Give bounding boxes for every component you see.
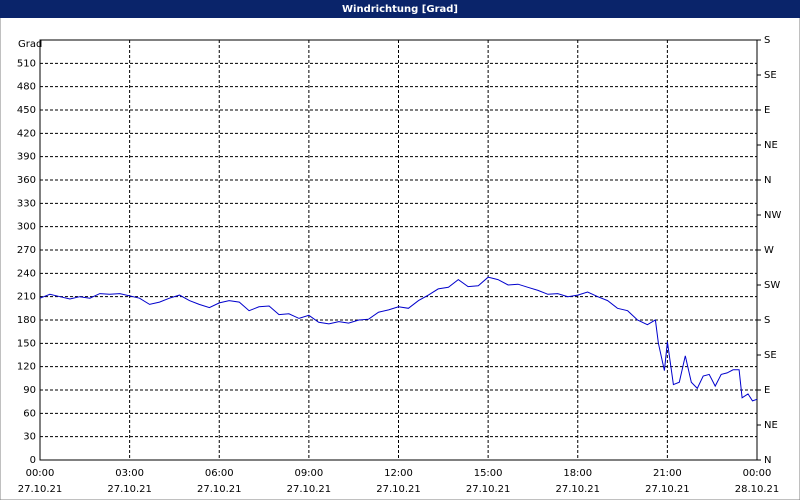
y2-tick-label: NE <box>764 140 778 151</box>
y2-tick-label: SE <box>764 70 777 81</box>
x-tick-label: 15:00 <box>474 468 503 479</box>
y-tick-label: 480 <box>17 82 36 93</box>
y-tick-label: 60 <box>23 408 36 419</box>
x-tick-label: 18:00 <box>563 468 592 479</box>
y-axis-label: Grad <box>18 39 42 50</box>
y-tick-label: 450 <box>17 105 36 116</box>
x-tick-date: 27.10.21 <box>466 484 511 495</box>
y2-tick-label: E <box>764 105 770 116</box>
y2-tick-label: SE <box>764 350 777 361</box>
y2-tick-label: NE <box>764 420 778 431</box>
y2-tick-label: S <box>764 35 770 46</box>
y2-tick-label: SW <box>764 280 780 291</box>
y-tick-label: 210 <box>17 292 36 303</box>
y-tick-label: 240 <box>17 268 36 279</box>
y2-tick-label: N <box>764 455 771 466</box>
x-tick-label: 03:00 <box>115 468 144 479</box>
x-tick-label: 06:00 <box>205 468 234 479</box>
x-tick-label: 09:00 <box>294 468 323 479</box>
x-tick-date: 27.10.21 <box>555 484 600 495</box>
y-tick-label: 30 <box>23 432 36 443</box>
y-tick-label: 420 <box>17 128 36 139</box>
y-tick-label: 270 <box>17 245 36 256</box>
plot-border <box>39 39 758 461</box>
title-bar <box>0 0 800 18</box>
y2-tick-label: S <box>764 315 770 326</box>
y2-tick-label: N <box>764 175 771 186</box>
x-tick-date: 27.10.21 <box>18 484 63 495</box>
y-tick-label: 330 <box>17 198 36 209</box>
x-tick-label: 00:00 <box>743 468 772 479</box>
x-tick-date: 27.10.21 <box>107 484 152 495</box>
x-tick-date: 27.10.21 <box>376 484 421 495</box>
x-tick-label: 12:00 <box>384 468 413 479</box>
x-tick-label: 21:00 <box>653 468 682 479</box>
y-tick-label: 360 <box>17 175 36 186</box>
y-tick-label: 300 <box>17 222 36 233</box>
y-tick-label: 510 <box>17 58 36 69</box>
y-tick-label: 390 <box>17 152 36 163</box>
x-tick-date: 28.10.21 <box>735 484 780 495</box>
y-tick-label: 150 <box>17 338 36 349</box>
y2-tick-label: NW <box>764 210 781 221</box>
x-tick-label: 00:00 <box>26 468 55 479</box>
y-tick-label: 180 <box>17 315 36 326</box>
y-tick-label: 90 <box>23 385 36 396</box>
y-tick-label: 0 <box>30 455 36 466</box>
y2-tick-label: E <box>764 385 770 396</box>
y2-tick-label: W <box>764 245 774 256</box>
x-tick-date: 27.10.21 <box>197 484 242 495</box>
y-tick-label: 120 <box>17 362 36 373</box>
chart-title: Windrichtung [Grad] <box>342 4 458 15</box>
x-tick-date: 27.10.21 <box>645 484 690 495</box>
x-tick-date: 27.10.21 <box>287 484 332 495</box>
data-line <box>39 276 758 402</box>
